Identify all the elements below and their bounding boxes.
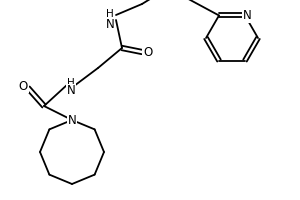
Text: N: N xyxy=(243,9,251,22)
Text: H: H xyxy=(67,78,75,88)
Text: H: H xyxy=(106,9,114,19)
Text: N: N xyxy=(68,114,76,127)
Text: N: N xyxy=(67,84,75,98)
Text: O: O xyxy=(18,79,28,92)
Text: N: N xyxy=(106,18,114,30)
Text: O: O xyxy=(143,46,153,58)
